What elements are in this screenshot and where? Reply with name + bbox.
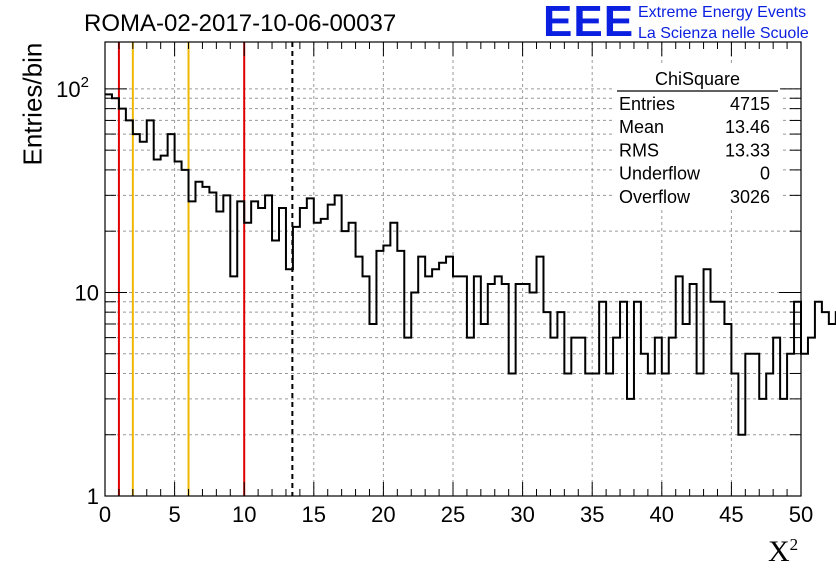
stats-label: Overflow [619, 187, 691, 207]
stats-value: 13.33 [725, 140, 770, 160]
stats-value: 3026 [730, 187, 770, 207]
stats-label: Mean [619, 117, 664, 137]
logo-line2: La Scienza nelle Scuole [638, 25, 809, 42]
x-tick-label: 5 [168, 502, 180, 527]
x-tick-label: 25 [441, 502, 465, 527]
frame-layer: 0 5 10 15 20 25 30 35 40 45 50 1 10 102 [56, 41, 813, 527]
x-axis-label: X2 [768, 535, 798, 569]
stats-value: 0 [760, 164, 770, 184]
x-tick-label: 20 [371, 502, 395, 527]
plot-title: ROMA-02-2017-10-06-00037 [84, 10, 397, 37]
x-tick-label: 10 [232, 502, 256, 527]
y-tick-label: 102 [56, 74, 89, 102]
stats-title: ChiSquare [655, 69, 740, 89]
x-axis-label-sup: 2 [789, 535, 799, 554]
x-tick-label: 35 [580, 502, 604, 527]
x-tick-label: 0 [99, 502, 111, 527]
x-axis-label-base: X [768, 535, 790, 568]
y-tick-label: 10 [75, 280, 99, 305]
stats-label: Entries [619, 94, 675, 114]
x-tick-label: 45 [719, 502, 743, 527]
grid-layer [105, 42, 801, 496]
logo-mark: EEE [543, 0, 635, 46]
stats-box: ChiSquare Entries 4715 Mean 13.46 RMS 13.33 Und… [615, 66, 780, 208]
logo-line1: Extreme Energy Events [638, 4, 807, 21]
stats-label: Underflow [619, 164, 701, 184]
stats-label: RMS [619, 140, 659, 160]
y-tick-label: 1 [87, 484, 99, 509]
x-tick-label: 40 [650, 502, 674, 527]
reference-lines-layer [117, 42, 294, 496]
histogram-series [105, 93, 836, 436]
x-tick-label: 50 [789, 502, 813, 527]
x-tick-label: 15 [302, 502, 326, 527]
x-tick-label: 30 [510, 502, 534, 527]
stats-box-bg [615, 66, 780, 208]
stats-value: 13.46 [725, 117, 770, 137]
stats-value: 4715 [730, 94, 770, 114]
histogram-layer [105, 93, 836, 436]
